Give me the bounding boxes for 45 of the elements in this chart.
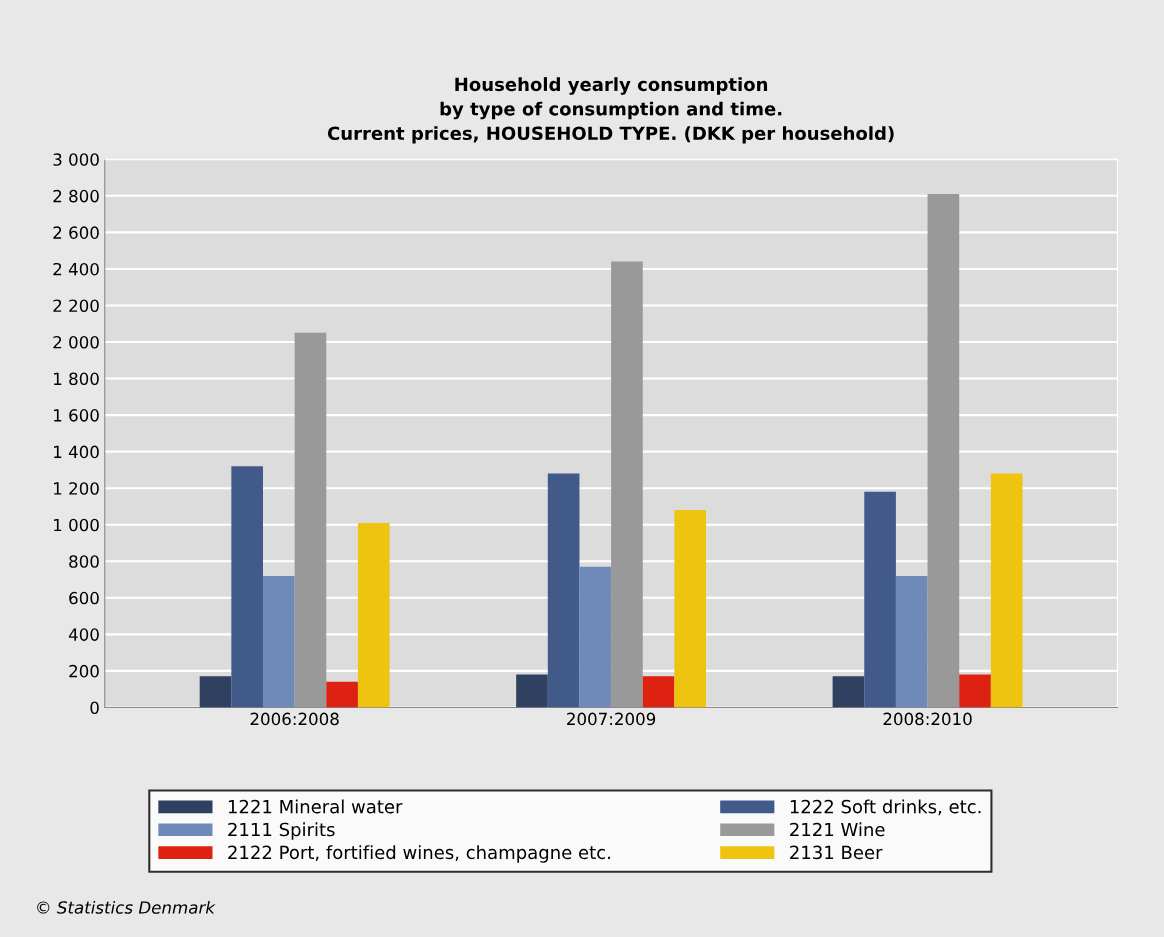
y-tick-label: 1 800	[54, 372, 99, 386]
bar	[357, 522, 390, 708]
y-tick-label: 3 000	[53, 153, 99, 166]
y-tick-label: 1 600	[54, 409, 99, 422]
bar	[990, 473, 1023, 708]
bar	[262, 575, 295, 708]
y-tick-label: 2 600	[53, 226, 99, 239]
bar	[326, 681, 358, 708]
y-tick-label: 2 000	[53, 335, 99, 349]
bar	[199, 676, 232, 708]
y-tick-label: 1 000	[54, 518, 99, 532]
bar	[547, 473, 580, 708]
y-tick-label: 1 200	[54, 482, 99, 495]
y-tick-label: 400	[68, 628, 99, 641]
bar	[516, 674, 548, 708]
x-tick-label: 2008:2010	[883, 712, 972, 726]
y-tick-label: 600	[69, 591, 99, 605]
bar	[674, 510, 707, 708]
text: © Statistics Denmark	[37, 900, 216, 914]
y-tick-label: 2 200	[53, 299, 99, 313]
bar	[927, 194, 960, 708]
bar	[294, 332, 327, 708]
bar	[895, 575, 928, 708]
chart-title: Household yearly consumption by type of consumption and time. Current prices, HOUSEHOLD TYPE. (DKK per household)	[327, 77, 894, 144]
legend-label: 2131 Beer	[790, 845, 883, 860]
y-tick-label: 200	[69, 664, 99, 678]
bar	[959, 674, 991, 708]
y-tick-label: 1 400	[54, 445, 99, 459]
bar	[611, 261, 643, 708]
bar	[864, 491, 896, 708]
y-tick-label: 800	[69, 555, 99, 568]
y-tick-label: 2 800	[53, 189, 99, 203]
bar	[231, 466, 263, 708]
x-tick-label: 2007:2009	[567, 712, 656, 726]
y-tick-label: 0	[90, 701, 99, 714]
bar	[579, 566, 612, 708]
x-tick-label: 2006:2008	[250, 712, 339, 726]
legend-label: 2122 Port, fortified wines, champagne etc.	[228, 845, 610, 863]
legend-label: 1222 Soft drinks, etc.	[790, 799, 981, 816]
legend-label: 1221 Mineral water	[228, 799, 403, 814]
legend-label: 2111 Spirits	[228, 822, 335, 840]
bar	[832, 676, 865, 708]
legend-label: 2121 Wine	[790, 822, 885, 837]
bar	[642, 676, 675, 708]
y-tick-label: 2 400	[53, 262, 99, 276]
